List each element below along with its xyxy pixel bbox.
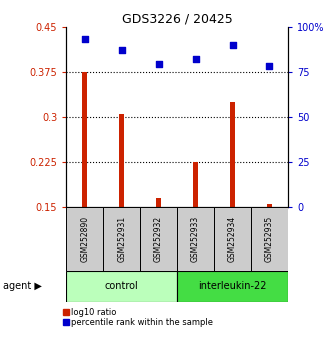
Bar (214, 207, 251, 271)
Text: GSM252934: GSM252934 (228, 216, 237, 262)
Bar (66, 207, 103, 271)
Text: GSM252932: GSM252932 (154, 216, 163, 262)
Bar (177, 207, 214, 271)
Text: interleukin-22: interleukin-22 (198, 281, 267, 291)
Bar (251, 207, 288, 271)
Text: GSM252890: GSM252890 (80, 216, 89, 262)
Bar (103, 207, 140, 271)
Point (82, 36, 87, 42)
Text: control: control (105, 281, 138, 291)
Bar (230, 102, 235, 207)
Bar (82, 72, 87, 207)
Bar (177, 271, 288, 302)
Point (193, 56, 198, 62)
Bar (66, 271, 177, 302)
Bar (140, 207, 177, 271)
Bar (267, 204, 272, 207)
Point (156, 62, 161, 67)
Title: GDS3226 / 20425: GDS3226 / 20425 (122, 12, 232, 25)
Bar (119, 114, 124, 207)
Text: GSM252935: GSM252935 (265, 216, 274, 262)
Text: agent ▶: agent ▶ (3, 281, 42, 291)
Bar (193, 162, 198, 207)
Point (267, 63, 272, 69)
Text: GSM252931: GSM252931 (117, 216, 126, 262)
Text: GSM252933: GSM252933 (191, 216, 200, 262)
Bar (156, 198, 162, 207)
Legend: log10 ratio, percentile rank within the sample: log10 ratio, percentile rank within the … (64, 308, 213, 327)
Point (230, 42, 235, 47)
Point (119, 47, 124, 53)
